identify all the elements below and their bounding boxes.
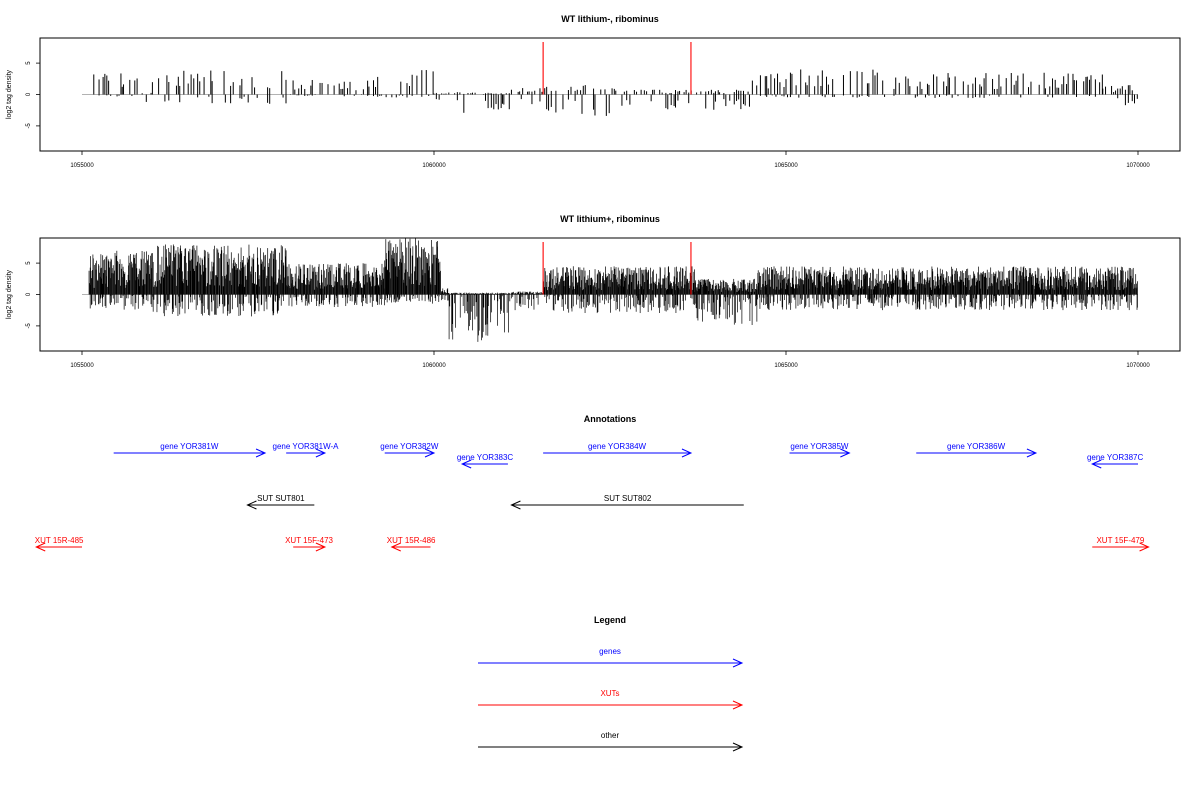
feature-label: XUT 15R-486 xyxy=(387,536,436,545)
legend-label: other xyxy=(601,731,620,740)
feature-other: SUT SUT801 xyxy=(246,494,315,510)
feature-gene: gene YOR387C xyxy=(1087,453,1144,469)
feature-arrow-head xyxy=(840,448,851,458)
feature-arrow-head xyxy=(1139,542,1150,552)
feature-gene: gene YOR386W xyxy=(916,442,1038,458)
feature-label: gene YOR385W xyxy=(790,442,849,451)
feature-label: gene YOR386W xyxy=(947,442,1006,451)
feature-xut: XUT 15F-473 xyxy=(285,536,334,552)
density-bars xyxy=(88,238,1138,342)
x-tick-label: 1065000 xyxy=(774,163,798,169)
legend-item-xut: XUTs xyxy=(478,689,744,710)
legend-label: XUTs xyxy=(600,689,619,698)
feature-gene: gene YOR381W-A xyxy=(273,442,340,458)
x-tick-label: 1055000 xyxy=(70,363,94,369)
legend-item-other: other xyxy=(478,731,744,752)
x-tick-label: 1060000 xyxy=(422,163,446,169)
y-tick-label: 0 xyxy=(26,92,32,96)
feature-label: SUT SUT802 xyxy=(604,494,652,503)
feature-arrow-head xyxy=(460,459,472,469)
feature-label: XUT 15R-485 xyxy=(35,536,84,545)
x-tick-label: 1070000 xyxy=(1126,363,1150,369)
y-axis-label: log2 tag density xyxy=(6,269,13,319)
feature-label: XUT 15F-479 xyxy=(1096,536,1144,545)
legend: Legend genes XUTs other xyxy=(478,615,744,752)
y-tick-label: 5 xyxy=(26,261,32,265)
x-tick-label: 1065000 xyxy=(774,363,798,369)
feature-label: gene YOR383C xyxy=(457,453,514,462)
feature-arrow-head xyxy=(315,448,327,458)
y-tick-label: 0 xyxy=(26,292,32,296)
density-panel-1: WT lithium-, ribominus log2 tag density -5… xyxy=(6,14,1181,169)
panel-title: WT lithium-, ribominus xyxy=(561,14,659,24)
feature-other: SUT SUT802 xyxy=(510,494,744,510)
feature-label: XUT 15F-473 xyxy=(285,536,333,545)
plot-frame xyxy=(39,237,1181,352)
feature-arrow-head xyxy=(35,542,46,552)
feature-label: gene YOR381W xyxy=(160,442,219,451)
feature-gene: gene YOR381W xyxy=(113,442,267,458)
feature-arrow-head xyxy=(424,448,436,458)
legend-arrow-head xyxy=(732,700,744,710)
legend-label: genes xyxy=(599,647,621,656)
legend-arrow-head xyxy=(732,658,744,668)
feature-arrow-head xyxy=(246,500,257,510)
feature-gene: gene YOR383C xyxy=(457,453,514,469)
feature-arrow-head xyxy=(1091,459,1102,469)
density-panel-2: WT lithium+, ribominus log2 tag density -5… xyxy=(6,214,1181,369)
feature-gene: gene YOR385W xyxy=(789,442,851,458)
x-tick-label: 1070000 xyxy=(1126,163,1150,169)
feature-gene: gene YOR382W xyxy=(380,442,439,458)
feature-xut: XUT 15R-486 xyxy=(387,536,436,552)
feature-label: gene YOR381W-A xyxy=(273,442,340,451)
feature-arrow-head xyxy=(390,542,401,552)
feature-label: gene YOR384W xyxy=(588,442,647,451)
y-tick-label: 5 xyxy=(26,61,32,65)
plot-frame xyxy=(39,37,1181,152)
x-tick-label: 1060000 xyxy=(422,363,446,369)
x-tick-label: 1055000 xyxy=(70,163,94,169)
density-bars xyxy=(93,69,1138,116)
feature-arrow-head xyxy=(681,448,693,458)
feature-label: SUT SUT801 xyxy=(257,494,305,503)
feature-gene: gene YOR384W xyxy=(543,442,693,458)
legend-arrow-head xyxy=(732,742,744,752)
feature-arrow-head xyxy=(510,500,521,510)
y-tick-label: -5 xyxy=(26,323,32,329)
y-tick-label: -5 xyxy=(26,123,32,129)
feature-xut: XUT 15R-485 xyxy=(35,536,84,552)
annotation-track: Annotations gene YOR381W gene YOR381W-A gen… xyxy=(35,414,1150,552)
feature-xut: XUT 15F-479 xyxy=(1092,536,1150,552)
panel-title: WT lithium+, ribominus xyxy=(560,214,660,224)
feature-arrow-head xyxy=(315,542,327,552)
legend-item-gene: genes xyxy=(478,647,744,668)
legend-title: Legend xyxy=(594,615,626,625)
y-axis-label: log2 tag density xyxy=(6,69,13,119)
feature-arrow-head xyxy=(255,448,267,458)
feature-label: gene YOR382W xyxy=(380,442,439,451)
feature-label: gene YOR387C xyxy=(1087,453,1144,462)
feature-arrow-head xyxy=(1026,448,1038,458)
annotations-title: Annotations xyxy=(584,414,637,424)
